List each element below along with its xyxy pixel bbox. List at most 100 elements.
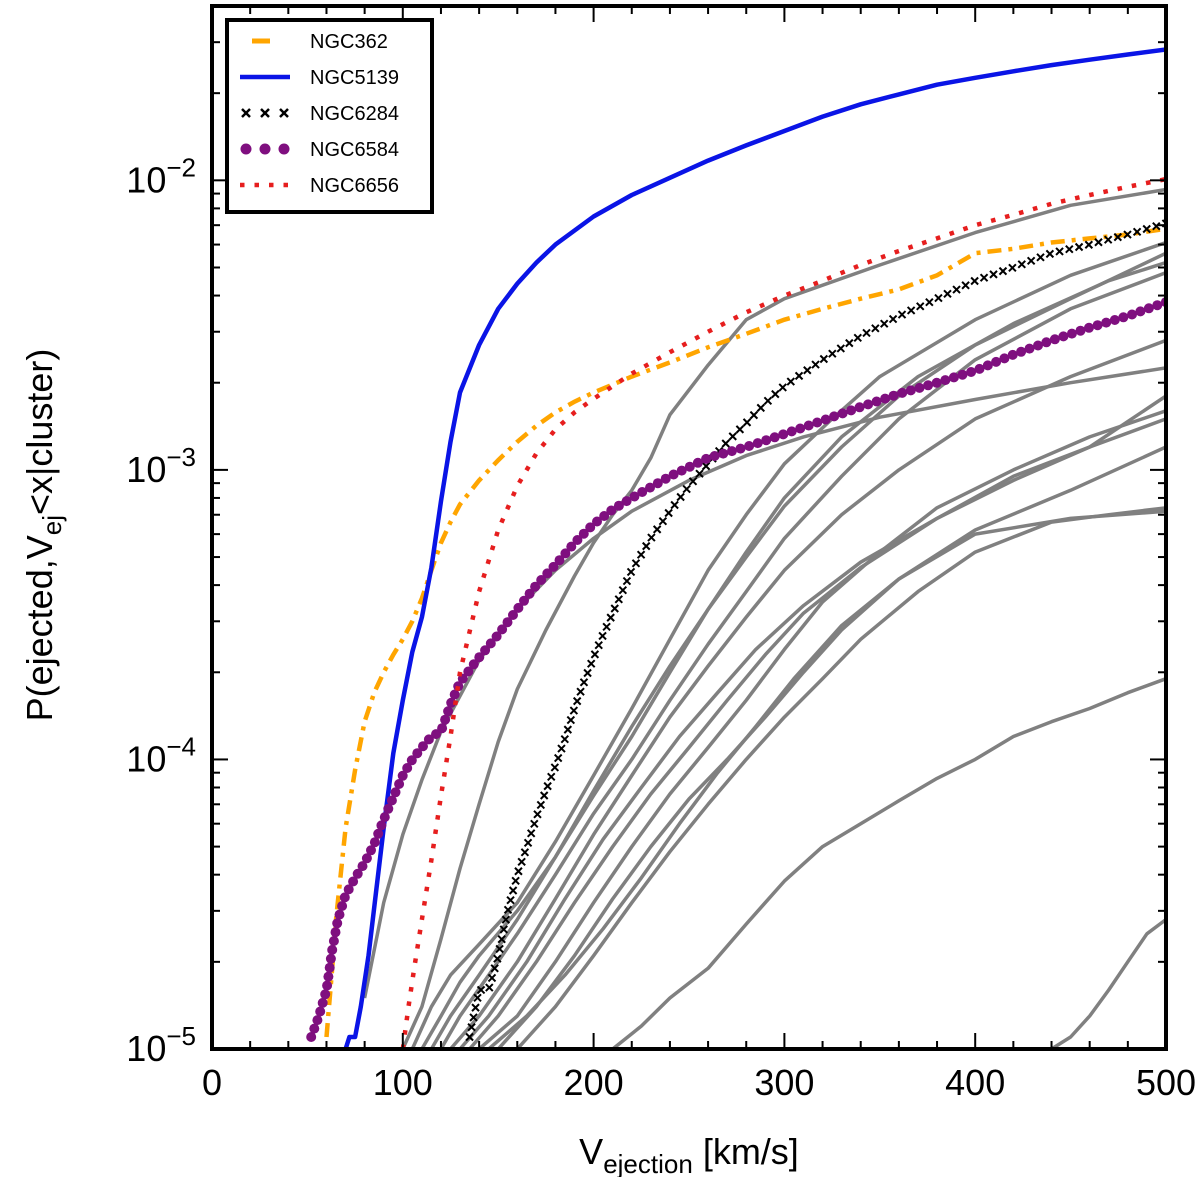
series-point-ngc6584 bbox=[317, 997, 328, 1008]
series-point-ngc6584 bbox=[1024, 343, 1035, 354]
y-axis-title-main: P(ejected,V bbox=[19, 535, 60, 721]
series-point-ngc6584 bbox=[397, 770, 408, 781]
legend-item-ngc6584: NGC6584 bbox=[240, 139, 399, 161]
series-point-ngc6584 bbox=[769, 432, 780, 443]
legend-swatch bbox=[278, 143, 290, 155]
x-axis-title: Vejection [km/s] bbox=[579, 1131, 799, 1177]
series-point-ngc6584 bbox=[330, 927, 341, 938]
legend: NGC362 NGC5139 NGC6284 NGC6584 NGC6656 bbox=[225, 18, 434, 214]
series-point-ngc6584 bbox=[846, 405, 857, 416]
series-point-ngc6284 bbox=[485, 983, 494, 992]
series-point-ngc6284 bbox=[778, 383, 787, 392]
series-point-ngc6584 bbox=[390, 787, 401, 798]
series-point-ngc6284 bbox=[961, 281, 970, 290]
series-point-ngc6584 bbox=[373, 828, 384, 839]
series-point-ngc6284 bbox=[566, 715, 576, 725]
series-point-ngc6584 bbox=[1127, 309, 1137, 320]
series-point-ngc6284 bbox=[763, 396, 773, 406]
series-point-ngc6284 bbox=[1074, 242, 1084, 252]
series-point-ngc6284 bbox=[523, 838, 533, 848]
series-point-ngc6284 bbox=[598, 631, 607, 641]
series-point-ngc6584 bbox=[386, 795, 397, 806]
series-point-ngc6584 bbox=[684, 461, 695, 472]
series-point-ngc6284 bbox=[530, 819, 539, 829]
x-tick-label: 500 bbox=[1136, 1062, 1196, 1103]
series-line-ngc362 bbox=[324, 226, 1166, 1038]
series-ngc6584 bbox=[306, 297, 1166, 1042]
series-point-ngc6284 bbox=[622, 576, 632, 586]
series-point-ngc6284 bbox=[658, 516, 668, 526]
series-point-ngc6284 bbox=[1094, 238, 1103, 247]
series-point-ngc6284 bbox=[1142, 224, 1151, 234]
series-point-ngc6584 bbox=[592, 516, 602, 527]
series-point-ngc6284 bbox=[811, 360, 820, 369]
series-point-ngc6284 bbox=[572, 696, 582, 706]
series-simulation bbox=[477, 409, 1166, 1049]
series-point-ngc6584 bbox=[1143, 303, 1154, 314]
series-point-ngc6584 bbox=[480, 645, 491, 656]
legend-item-ngc362: NGC362 bbox=[252, 31, 388, 53]
series-point-ngc6584 bbox=[795, 423, 806, 434]
series-point-ngc6284 bbox=[871, 324, 880, 333]
series-point-ngc6584 bbox=[440, 714, 451, 725]
series-point-ngc6284 bbox=[925, 298, 934, 307]
y-axis-title-sub: ej bbox=[37, 515, 67, 535]
series-point-ngc6584 bbox=[361, 853, 372, 864]
series-point-ngc6284 bbox=[756, 403, 766, 413]
series-point-ngc6584 bbox=[863, 399, 874, 410]
series-point-ngc6284 bbox=[1055, 247, 1064, 256]
series-point-ngc6284 bbox=[594, 640, 603, 650]
series-point-ngc6584 bbox=[369, 837, 380, 848]
x-axis-title-suffix: [km/s] bbox=[693, 1131, 799, 1172]
series-point-ngc6284 bbox=[676, 492, 685, 502]
series-point-ngc6284 bbox=[934, 293, 943, 303]
series-point-ngc6584 bbox=[854, 402, 865, 413]
series-point-ngc6584 bbox=[778, 429, 789, 440]
series-point-ngc6584 bbox=[1084, 322, 1094, 333]
series-line-simulation bbox=[611, 677, 1166, 1049]
series-point-ngc6284 bbox=[547, 772, 556, 782]
series-point-ngc6584 bbox=[572, 535, 583, 545]
series-point-ngc6584 bbox=[1016, 346, 1027, 357]
series-point-ngc6584 bbox=[1075, 325, 1086, 336]
series-point-ngc6584 bbox=[786, 426, 797, 437]
series-point-ngc6284 bbox=[970, 276, 979, 286]
series-point-ngc6584 bbox=[406, 755, 417, 766]
series-point-ngc6584 bbox=[744, 441, 755, 451]
legend-swatch bbox=[259, 143, 271, 155]
series-point-ngc6584 bbox=[502, 617, 513, 628]
series-point-ngc6284 bbox=[803, 366, 812, 375]
series-line-simulation bbox=[458, 394, 1166, 1049]
series-point-ngc6584 bbox=[524, 588, 535, 599]
series-point-ngc6284 bbox=[735, 425, 745, 434]
series-point-ngc6284 bbox=[473, 993, 482, 1003]
series-point-ngc6284 bbox=[695, 469, 704, 478]
series-point-ngc6584 bbox=[324, 962, 335, 973]
series-point-ngc6284 bbox=[897, 310, 907, 319]
series-point-ngc6584 bbox=[761, 435, 772, 446]
series-point-ngc6284 bbox=[550, 763, 560, 772]
series-point-ngc6284 bbox=[579, 678, 589, 687]
series-point-ngc6284 bbox=[636, 550, 646, 559]
series-point-ngc6284 bbox=[688, 477, 698, 486]
series-point-ngc6584 bbox=[606, 505, 617, 516]
series-line-simulation bbox=[515, 506, 1166, 1049]
series-point-ngc6584 bbox=[513, 602, 524, 613]
series-point-ngc6584 bbox=[718, 448, 729, 459]
series-simulation bbox=[1050, 918, 1166, 1049]
series-point-ngc6284 bbox=[626, 567, 636, 577]
series-line-simulation bbox=[362, 366, 1166, 999]
series-point-ngc6284 bbox=[631, 559, 641, 568]
series-point-ngc6284 bbox=[1036, 253, 1045, 262]
series-point-ngc6584 bbox=[325, 953, 336, 964]
series-simulation bbox=[410, 240, 1166, 1049]
series-point-ngc6284 bbox=[497, 934, 506, 944]
series-point-ngc6284 bbox=[880, 319, 889, 328]
series-point-ngc6284 bbox=[553, 753, 563, 763]
series-line-simulation bbox=[420, 260, 1166, 1049]
legend-label: NGC6584 bbox=[310, 139, 399, 161]
series-point-ngc6284 bbox=[536, 800, 546, 810]
series-point-ngc6584 bbox=[812, 417, 823, 428]
y-tick-label-base: 10 bbox=[126, 449, 166, 490]
series-point-ngc6284 bbox=[1065, 244, 1074, 254]
